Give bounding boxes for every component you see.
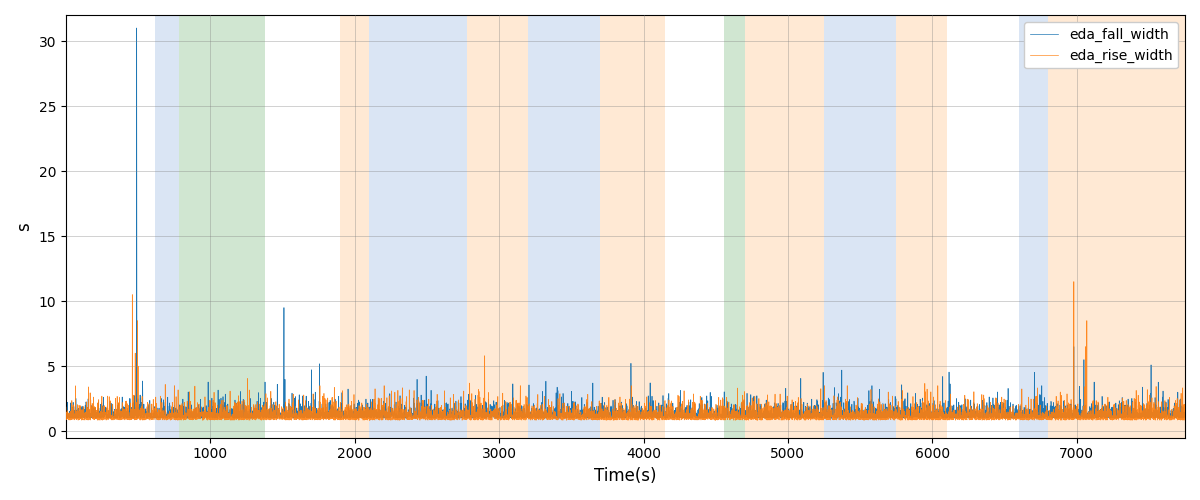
Bar xyxy=(896,15,947,438)
eda_rise_width xyxy=(1033,416,1048,422)
Line: eda_rise_width: eda_rise_width xyxy=(66,282,1184,420)
eda_fall_width xyxy=(530,410,545,416)
Bar xyxy=(824,15,896,438)
eda_fall_width xyxy=(478,415,492,421)
eda_fall_width xyxy=(511,403,526,409)
eda_fall_width xyxy=(1033,414,1048,420)
X-axis label: Time(s): Time(s) xyxy=(594,467,656,485)
eda_rise_width xyxy=(59,404,73,410)
eda_fall_width xyxy=(59,413,73,419)
Bar xyxy=(744,15,824,438)
eda_fall_width xyxy=(445,414,460,420)
Bar xyxy=(1048,15,1186,438)
Bar xyxy=(370,15,467,438)
eda_rise_width xyxy=(445,414,460,420)
eda_rise_width xyxy=(392,417,407,423)
eda_rise_width xyxy=(460,417,474,423)
eda_fall_width xyxy=(130,25,144,31)
eda_rise_width xyxy=(530,392,545,398)
Y-axis label: s: s xyxy=(16,222,34,230)
eda_fall_width xyxy=(926,412,941,418)
eda_rise_width xyxy=(926,413,941,419)
Bar xyxy=(156,15,179,438)
Bar xyxy=(179,15,265,438)
eda_fall_width xyxy=(1177,410,1192,416)
eda_rise_width xyxy=(1177,417,1192,423)
Legend: eda_fall_width, eda_rise_width: eda_fall_width, eda_rise_width xyxy=(1025,22,1178,68)
Bar xyxy=(467,15,528,438)
Bar xyxy=(341,15,370,438)
Bar xyxy=(1019,15,1048,438)
Bar xyxy=(528,15,600,438)
Bar xyxy=(600,15,665,438)
eda_rise_width xyxy=(511,416,526,422)
eda_fall_width xyxy=(460,415,474,421)
eda_rise_width xyxy=(1067,278,1081,284)
Line: eda_fall_width: eda_fall_width xyxy=(66,28,1184,418)
Bar xyxy=(725,15,744,438)
